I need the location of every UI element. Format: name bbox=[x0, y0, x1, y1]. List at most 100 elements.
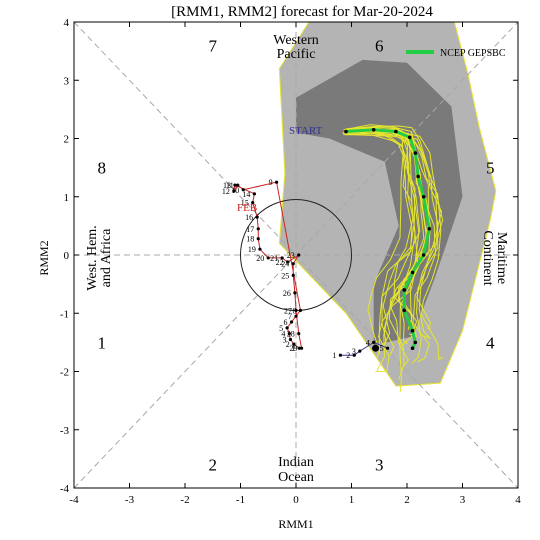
region-top-line1: Western bbox=[273, 33, 319, 48]
phase-label-2: 2 bbox=[209, 456, 218, 475]
track-point bbox=[386, 347, 389, 350]
chart-title: [RMM1, RMM2] forecast for Mar-20-2024 bbox=[171, 4, 433, 20]
track-point bbox=[344, 130, 348, 134]
track-point bbox=[256, 216, 259, 219]
track-point-label: 24 bbox=[281, 260, 289, 269]
phase-label-1: 1 bbox=[98, 333, 107, 352]
track-point bbox=[411, 271, 415, 275]
track-point bbox=[372, 128, 376, 132]
region-left-line1: West. Hem. bbox=[85, 225, 100, 290]
track-point bbox=[299, 309, 302, 312]
track-point bbox=[294, 309, 297, 312]
track-point bbox=[427, 227, 431, 231]
track-point bbox=[236, 184, 239, 187]
track-point bbox=[414, 151, 418, 155]
x-tick-label: 4 bbox=[515, 494, 521, 506]
region-top-line2: Pacific bbox=[277, 47, 316, 62]
phase-label-5: 5 bbox=[486, 159, 495, 178]
track-point bbox=[422, 195, 426, 199]
y-tick-label: -3 bbox=[60, 425, 70, 437]
track-point-label: 4 bbox=[366, 338, 370, 347]
region-bottom-line1: Indian bbox=[278, 455, 314, 470]
x-tick-label: -1 bbox=[236, 494, 245, 506]
track-point-label: 5 bbox=[380, 344, 384, 353]
track-point-label: 19 bbox=[248, 245, 256, 254]
y-tick-label: 2 bbox=[64, 134, 70, 146]
track-point-label: 3 bbox=[352, 347, 356, 356]
x-tick-label: 2 bbox=[404, 494, 410, 506]
track-point-label: 1 bbox=[332, 351, 336, 360]
track-point-label: 16 bbox=[245, 213, 253, 222]
feb-label: FEB bbox=[237, 202, 257, 214]
track-point bbox=[292, 262, 295, 265]
y-tick-label: -1 bbox=[60, 308, 69, 320]
y-tick-label: 4 bbox=[64, 17, 70, 29]
phase-label-6: 6 bbox=[375, 36, 384, 55]
track-point-label: 20 bbox=[256, 254, 264, 263]
track-point-label: 5 bbox=[279, 324, 283, 333]
track-point-label: 27 bbox=[284, 306, 292, 315]
track-point bbox=[414, 341, 418, 345]
region-left-line2: and Africa bbox=[99, 228, 114, 287]
track-point-label: 17 bbox=[246, 225, 254, 234]
x-tick-label: -2 bbox=[180, 494, 189, 506]
region-right-line1: Maritime bbox=[494, 232, 509, 284]
phase-label-7: 7 bbox=[209, 36, 218, 55]
y-tick-label: 0 bbox=[64, 250, 70, 262]
track-point-label: 14 bbox=[242, 190, 250, 199]
track-point-label: 29 bbox=[290, 344, 298, 353]
track-point-label: 6 bbox=[284, 318, 288, 327]
current-point bbox=[372, 345, 379, 352]
track-point bbox=[416, 175, 420, 179]
y-tick-label: -4 bbox=[60, 483, 70, 495]
track-point bbox=[297, 253, 300, 256]
legend-label-ensemble-mean: NCEP GEPSBC bbox=[440, 48, 506, 59]
track-point-label: 9 bbox=[269, 178, 273, 187]
x-axis-label: RMM1 bbox=[278, 517, 313, 531]
track-point bbox=[402, 309, 406, 313]
track-point-label: 13 bbox=[223, 181, 231, 190]
track-point bbox=[275, 181, 278, 184]
region-bottom-line2: Ocean bbox=[278, 470, 314, 485]
phase-label-8: 8 bbox=[98, 159, 107, 178]
track-point bbox=[293, 291, 296, 294]
track-point bbox=[300, 347, 303, 350]
track-point bbox=[408, 136, 412, 140]
track-point-label: 18 bbox=[246, 235, 254, 244]
x-tick-label: 0 bbox=[293, 494, 299, 506]
track-point-label: 23 bbox=[287, 251, 295, 260]
track-point bbox=[233, 184, 236, 187]
track-point bbox=[292, 274, 295, 277]
track-point bbox=[358, 350, 361, 353]
y-tick-label: 3 bbox=[64, 75, 70, 87]
track-point-label: 25 bbox=[281, 271, 289, 280]
track-point bbox=[257, 237, 260, 240]
start-label: START bbox=[289, 125, 323, 137]
track-point-label: 2 bbox=[346, 351, 350, 360]
track-point bbox=[422, 253, 426, 257]
track-point bbox=[339, 354, 342, 357]
track-point bbox=[257, 227, 260, 230]
track-point bbox=[394, 130, 398, 134]
track-point bbox=[402, 288, 406, 292]
track-point bbox=[232, 189, 235, 192]
track-point bbox=[258, 248, 261, 251]
track-point bbox=[253, 192, 256, 195]
phase-label-3: 3 bbox=[375, 456, 384, 475]
region-right-line2: Continent bbox=[480, 230, 495, 285]
track-point-label: 28 bbox=[287, 330, 295, 339]
y-tick-label: 1 bbox=[64, 192, 70, 204]
track-point bbox=[372, 341, 375, 344]
x-tick-label: 3 bbox=[460, 494, 466, 506]
phase-label-4: 4 bbox=[486, 333, 495, 352]
y-tick-label: -2 bbox=[60, 367, 69, 379]
track-point bbox=[411, 346, 415, 350]
track-point-label: 26 bbox=[283, 289, 291, 298]
track-point bbox=[411, 329, 415, 333]
y-axis-label: RMM2 bbox=[37, 240, 51, 275]
x-tick-label: -3 bbox=[125, 494, 135, 506]
x-tick-label: -4 bbox=[69, 494, 79, 506]
x-tick-label: 1 bbox=[349, 494, 355, 506]
track-point bbox=[297, 332, 300, 335]
